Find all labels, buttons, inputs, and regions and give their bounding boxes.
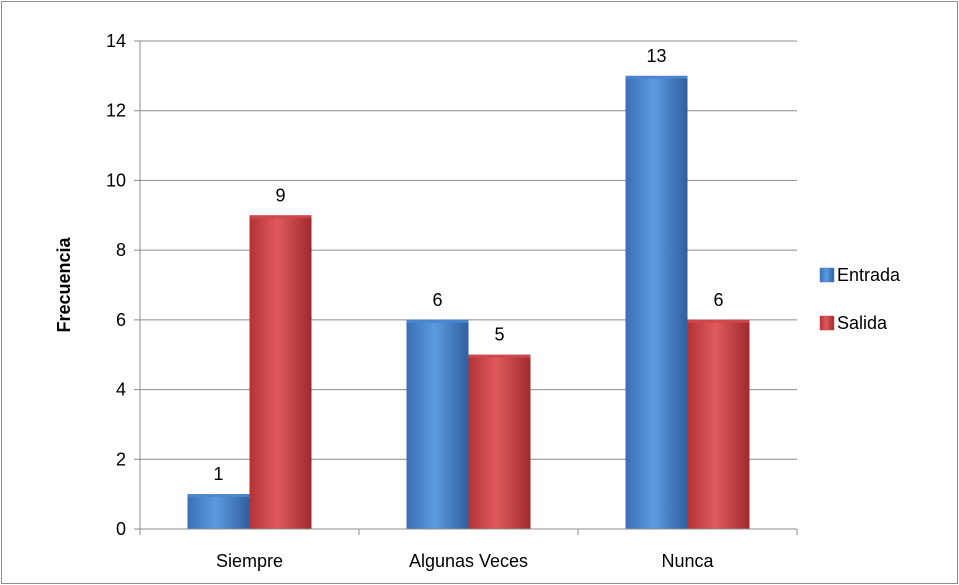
bar-entrada-2 xyxy=(406,319,469,529)
x-tick-label: Siempre xyxy=(216,551,283,571)
bar-top xyxy=(249,215,312,219)
y-tick-label: 8 xyxy=(116,240,126,260)
bar-salida-2 xyxy=(468,354,531,529)
bar-salida-1 xyxy=(249,215,312,530)
data-label: 6 xyxy=(713,290,723,310)
axes: 0 2 4 6 8 10 12 14 Siempre Algunas Veces Nunca xyxy=(106,31,798,571)
data-label: 9 xyxy=(275,185,285,205)
legend-label-salida: Salida xyxy=(837,313,888,333)
legend-label-entrada: Entrada xyxy=(837,265,901,285)
bar-salida-3 xyxy=(687,319,750,529)
bars xyxy=(187,75,750,530)
y-tick-label: 2 xyxy=(116,449,126,469)
y-tick-label: 0 xyxy=(116,519,126,539)
bar-entrada-1 xyxy=(187,494,250,529)
data-label: 5 xyxy=(494,325,504,345)
legend: Entrada Salida xyxy=(819,265,901,333)
bar-top xyxy=(625,75,688,79)
data-label: 1 xyxy=(213,464,223,484)
bar-top xyxy=(687,319,750,323)
data-label: 13 xyxy=(646,46,666,66)
x-tick-label: Algunas Veces xyxy=(409,551,528,571)
legend-swatch-salida xyxy=(819,315,835,331)
x-tick-label: Nunca xyxy=(661,551,714,571)
data-label: 6 xyxy=(432,290,442,310)
y-tick-label: 4 xyxy=(116,380,126,400)
bar-top xyxy=(468,354,531,358)
legend-swatch-entrada xyxy=(819,267,835,283)
y-tick-label: 14 xyxy=(106,31,126,51)
y-tick-label: 6 xyxy=(116,310,126,330)
bar-top xyxy=(187,494,250,498)
y-axis-label: Frecuencia xyxy=(54,236,74,332)
bar-top xyxy=(406,319,469,323)
bar-entrada-3 xyxy=(625,75,688,529)
data-labels: 1 9 6 5 13 6 xyxy=(213,46,723,484)
y-tick-label: 12 xyxy=(106,101,126,121)
y-tick-label: 10 xyxy=(106,170,126,190)
